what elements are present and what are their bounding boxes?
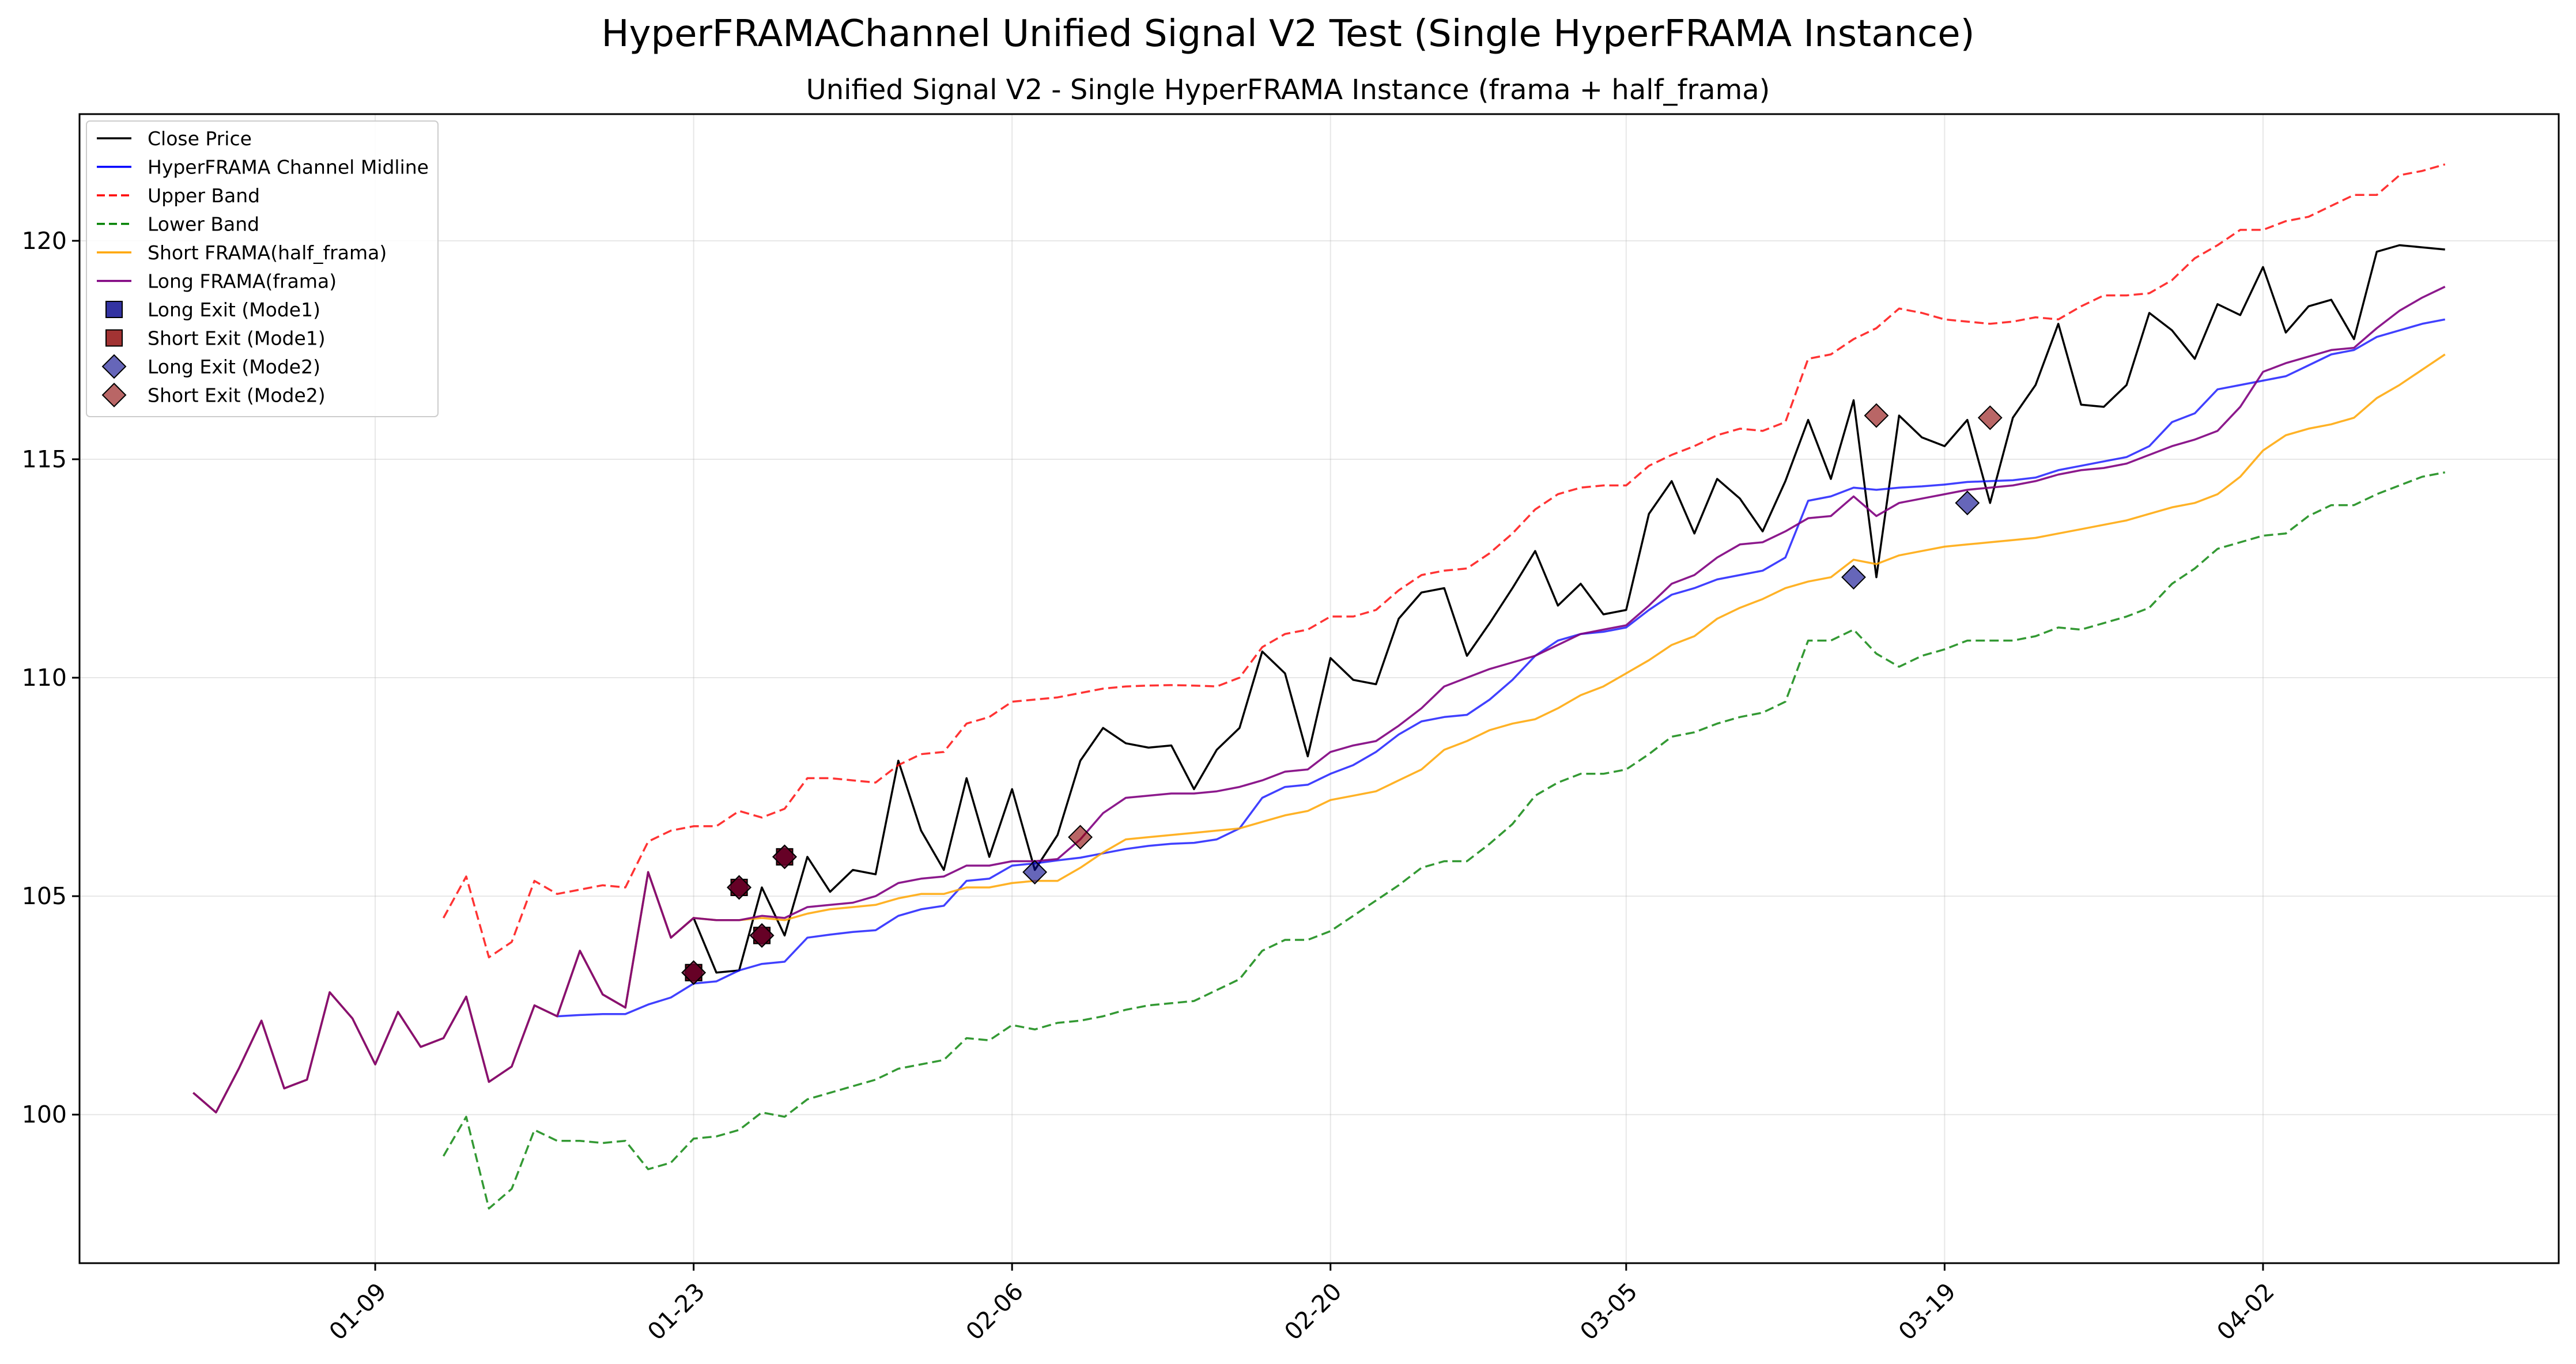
marker-diamond-3	[727, 875, 751, 900]
legend-box	[86, 120, 439, 417]
legend-swatch-6	[105, 301, 123, 318]
legend-label: Long FRAMA(frama)	[148, 270, 337, 293]
y-tick-label: 100	[22, 1101, 67, 1128]
marker-diamond-3	[772, 844, 797, 870]
marker-diamond-3	[749, 923, 775, 948]
legend-label: Short Exit (Mode1)	[148, 327, 326, 350]
legend-swatch-8	[101, 354, 127, 379]
x-tick-label: 02-06	[961, 1278, 1029, 1346]
legend-swatch-7	[105, 329, 123, 347]
chart-title: Unified Signal V2 - Single HyperFRAMA In…	[806, 74, 1770, 106]
series-line-1	[557, 318, 2446, 1018]
marker-diamond-3	[1864, 403, 1889, 428]
marker-diamond-3	[1068, 825, 1093, 850]
y-tick-label: 120	[22, 227, 67, 255]
legend-label: Upper Band	[148, 184, 260, 207]
series-line-5	[192, 285, 2446, 1114]
marker-diamond-2	[1022, 860, 1048, 885]
x-tick-label: 01-09	[324, 1278, 392, 1346]
series-line-2	[442, 163, 2446, 959]
x-tick-label: 03-19	[1893, 1278, 1961, 1346]
grid-lines	[80, 114, 2559, 1263]
legend-label: Lower Band	[148, 213, 259, 236]
legend-label: Short Exit (Mode2)	[148, 384, 326, 407]
x-tick-label: 04-02	[2212, 1278, 2280, 1346]
marker-diamond-2	[1955, 490, 1980, 516]
legend-label: HyperFRAMA Channel Midline	[148, 156, 429, 179]
plot-frame	[78, 113, 2560, 1264]
y-tick-label: 105	[22, 882, 67, 910]
legend-label: Long Exit (Mode2)	[148, 356, 320, 378]
legend-swatch-9	[101, 383, 127, 407]
legend-label: Close Price	[148, 127, 252, 150]
x-tick-label: 02-20	[1279, 1278, 1347, 1346]
chart-suptitle: HyperFRAMAChannel Unified Signal V2 Test…	[601, 13, 1974, 55]
series-line-3	[442, 471, 2446, 1210]
marker-diamond-2	[1841, 565, 1866, 590]
y-tick-label: 110	[22, 664, 67, 692]
legend-label: Short FRAMA(half_frama)	[148, 241, 387, 264]
series-lines	[192, 163, 2446, 1210]
y-tick-label: 115	[22, 445, 67, 473]
series-line-0	[192, 244, 2445, 1114]
marker-diamond-3	[681, 960, 707, 985]
x-tick-label: 03-05	[1574, 1278, 1642, 1346]
exit-markers	[681, 403, 2003, 985]
marker-diamond-3	[1977, 405, 2003, 430]
x-tick-label: 01-23	[642, 1278, 710, 1346]
legend: Close Price HyperFRAMA Channel Midline Upp…	[86, 120, 439, 417]
legend-label: Long Exit (Mode1)	[148, 299, 320, 321]
